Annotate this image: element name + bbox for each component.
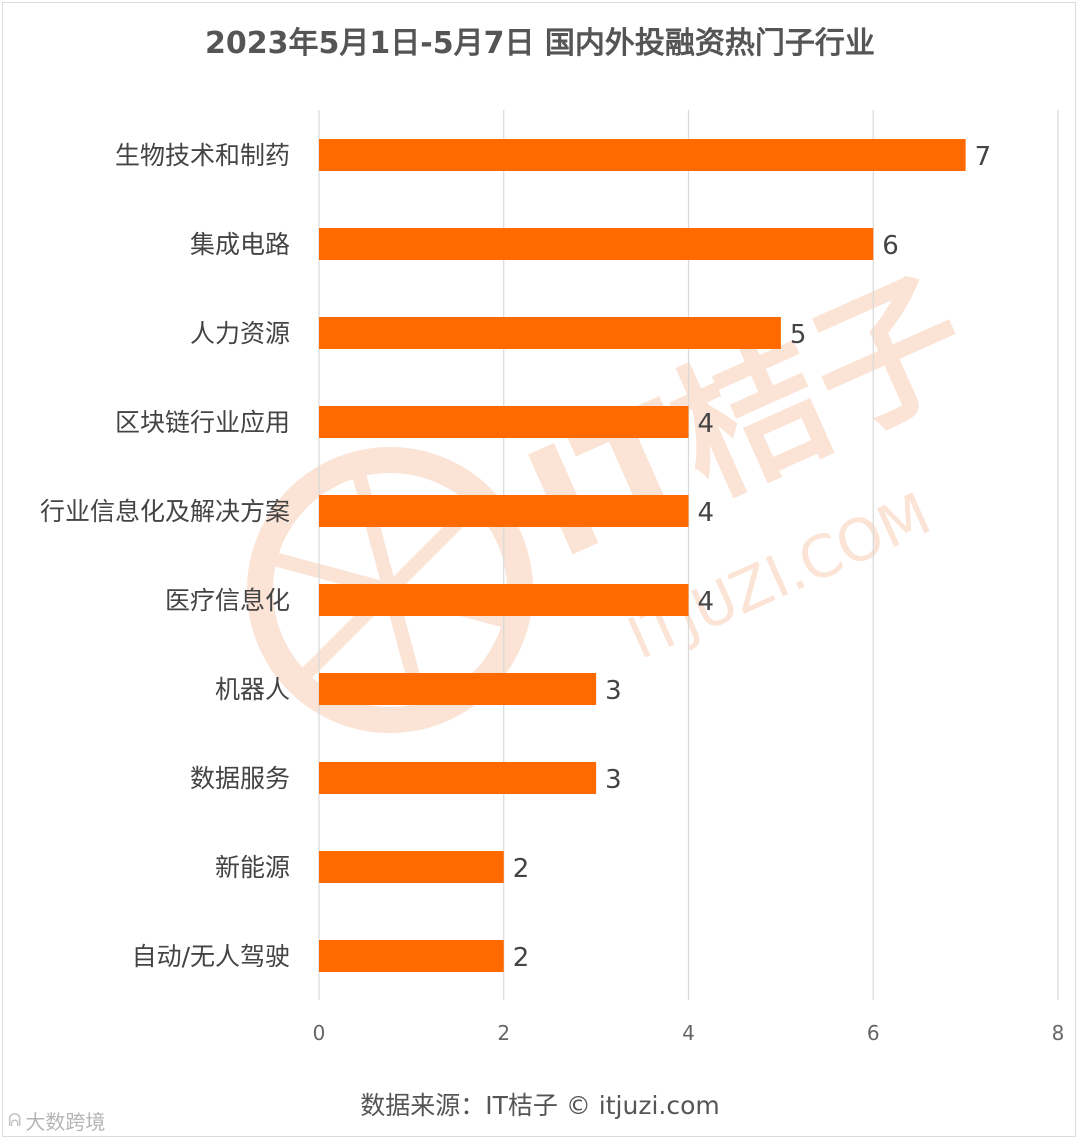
data-label: 3 [605,676,622,706]
data-label: 6 [882,231,899,261]
bar [319,673,597,705]
category-label: 数据服务 [190,764,290,793]
category-label: 行业信息化及解决方案 [40,497,290,526]
bar [319,317,781,349]
category-label: 生物技术和制药 [115,141,290,170]
data-label: 4 [698,409,715,439]
category-labels: 生物技术和制药集成电路人力资源区块链行业应用行业信息化及解决方案医疗信息化机器人… [40,141,290,971]
x-tick-label: 0 [313,1021,326,1045]
bar [319,228,874,260]
watermark-logo-segment [352,474,397,592]
chart-title: 2023年5月1日-5月7日 国内外投融资热门子行业 [205,26,875,61]
data-label: 3 [605,765,622,795]
bars [319,139,966,972]
x-tick-label: 4 [682,1021,695,1045]
x-tick-label: 6 [867,1021,880,1045]
bar [319,851,504,883]
data-label: 7 [975,142,992,172]
category-label: 区块链行业应用 [115,408,290,437]
corner-watermark-text: 大数跨境 [25,1110,106,1134]
bar [319,584,689,616]
bar [319,495,689,527]
x-tick-label: 2 [497,1021,510,1045]
category-label: 机器人 [215,675,290,704]
bar [319,940,504,972]
data-label: 4 [698,498,715,528]
category-label: 新能源 [215,853,290,882]
data-label: 5 [790,320,807,350]
data-label: 4 [698,587,715,617]
data-source-note: 数据来源：IT桔子 © itjuzi.com [360,1091,720,1120]
category-label: 自动/无人驾驶 [132,942,290,971]
data-label: 2 [513,854,530,884]
category-label: 集成电路 [190,230,290,259]
data-label: 2 [513,943,530,973]
x-axis-ticks: 0 2 4 6 8 [313,1021,1065,1045]
bar [319,406,689,438]
category-label: 医疗信息化 [165,586,290,615]
data-labels: 7 6 5 4 4 4 3 3 2 2 [513,142,991,973]
bar [319,139,966,171]
corner-watermark: ᕱ 大数跨境 [8,1106,105,1135]
category-label: 人力资源 [190,319,290,348]
x-tick-label: 8 [1052,1021,1065,1045]
weibo-logo-icon: ᕱ [8,1110,22,1131]
bar [319,762,597,794]
